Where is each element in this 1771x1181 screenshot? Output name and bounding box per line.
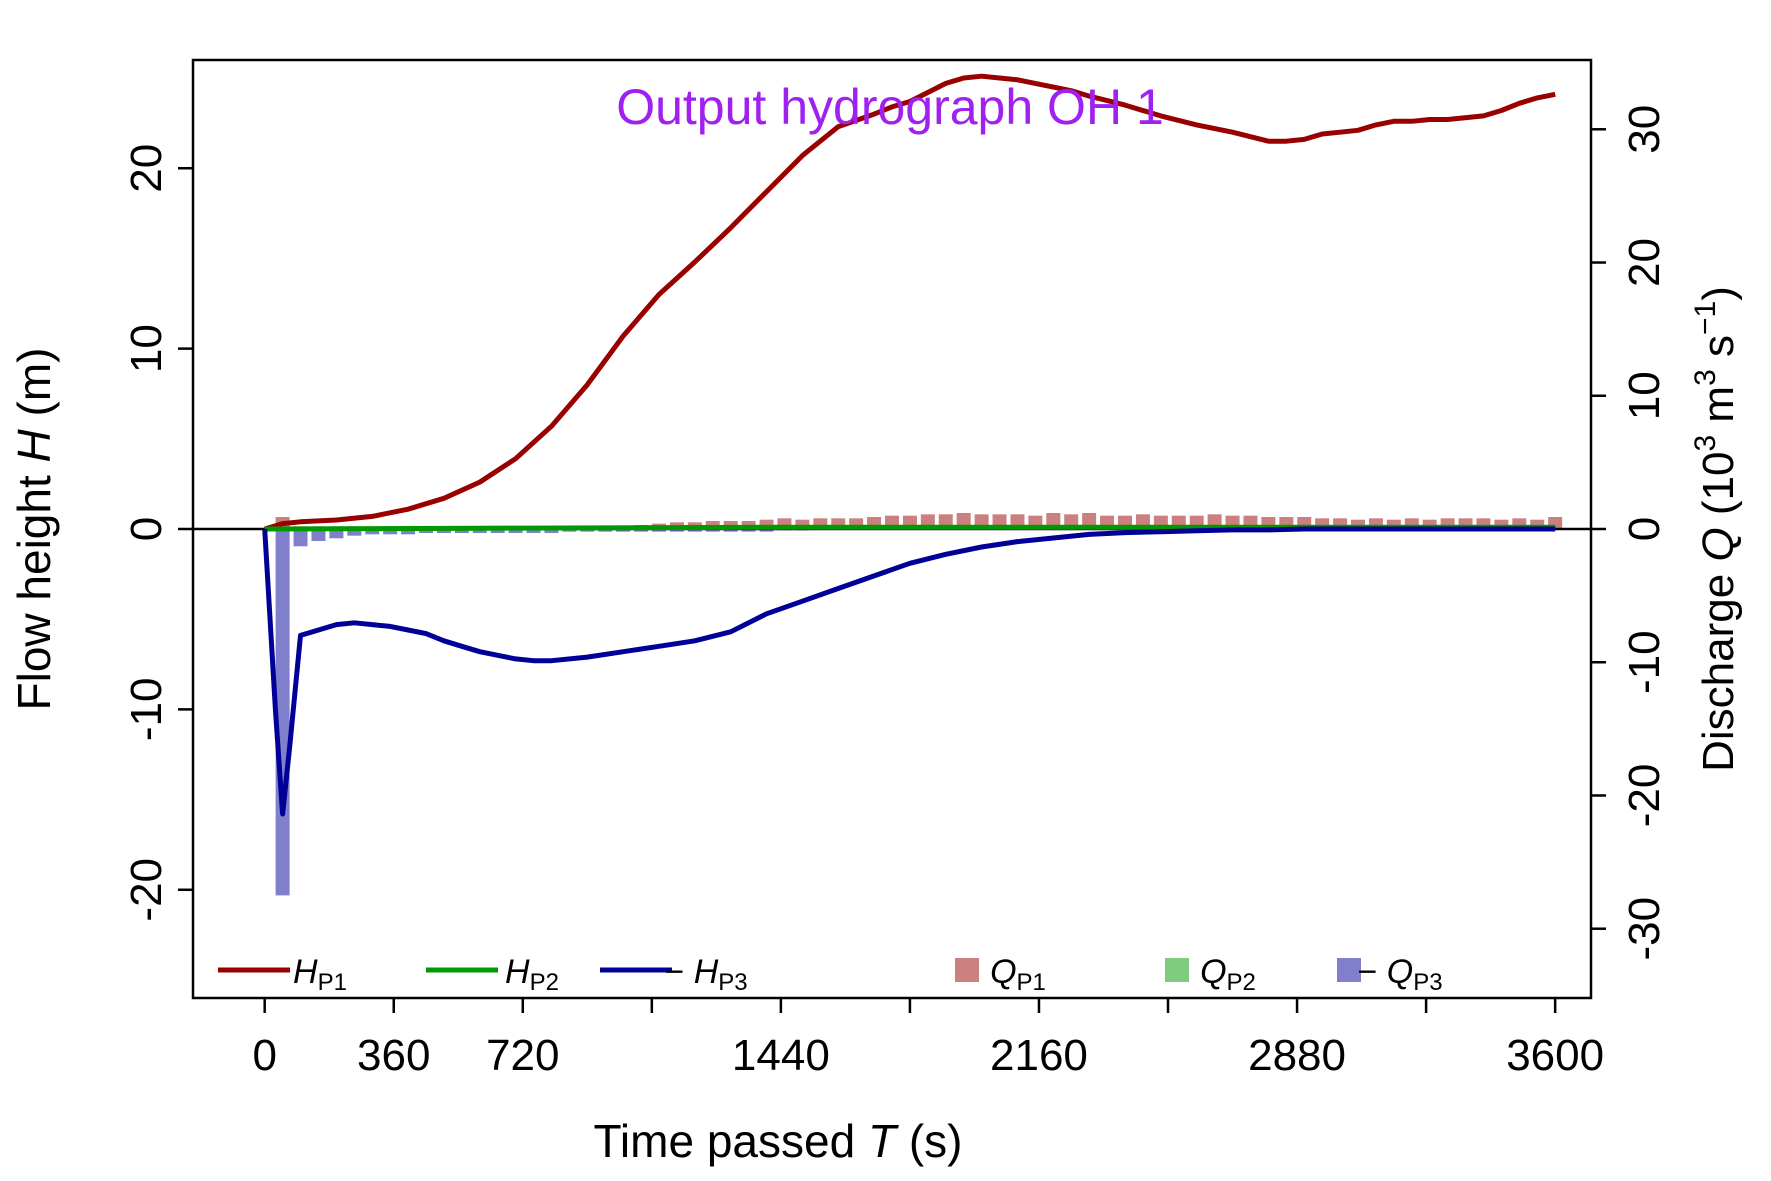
x-tick-label: 1440 [732,1031,830,1080]
bar-neg-q_p3 [616,529,631,532]
x-tick-label: 360 [357,1031,430,1080]
y2-tick-label: 20 [1620,238,1669,287]
bar-neg-q_p3 [472,529,487,533]
y2-axis-label: Discharge Q (103 m3 s−1) [1689,286,1743,772]
bar-q_p1 [1476,518,1491,529]
bar-neg-q_p3 [705,529,720,532]
y-tick-label: -10 [122,678,171,742]
y2-tick-label: -30 [1620,897,1669,961]
bar-q_p1 [1386,519,1401,529]
y-tick-label: 10 [122,324,171,373]
bar-q_p1 [1261,517,1276,529]
bar-neg-q_p3 [401,529,416,535]
y2-tick-label: 10 [1620,371,1669,420]
bar-neg-q_p3 [508,529,523,533]
bar-q_p1 [1530,519,1545,529]
x-axis-label: Time passed T (s) [594,1115,963,1167]
bar-neg-q_p3 [526,529,541,533]
bar-neg-q_p3 [741,529,756,532]
bar-neg-q_p3 [347,529,362,536]
bar-neg-q_p3 [490,529,505,533]
bar-neg-q_p3 [311,529,326,541]
y2-axis: -30 -20 -10 0 10 20 30 [1591,105,1669,961]
y2-tick-label: 0 [1620,517,1669,541]
bar-neg-q_p3 [634,529,649,532]
bar-neg-q_p3 [759,529,774,532]
bar-q_p1 [777,518,792,529]
bar-neg-q_p3 [383,529,398,535]
y-tick-label: 0 [122,517,171,541]
bar-neg-q_p3 [723,529,738,532]
bar-q_p1 [1494,519,1509,529]
chart-title: Output hydrograph OH 1 [616,79,1164,135]
y-axis-label: Flow height H (m) [8,348,60,711]
bar-neg-q_p3 [293,529,308,547]
bar-q_p1 [1512,518,1527,529]
line-h_p1 [263,73,1556,532]
legend-label: − HP3 [664,953,747,996]
bar-neg-q_p3 [669,529,684,532]
x-axis: 0 360 720 1440 2160 2880 3600 [252,998,1604,1080]
bar-q_p1 [1279,517,1294,529]
bar-neg-q_p3 [544,529,559,533]
legend-label: QP1 [990,953,1046,996]
y-axis: -20 -10 0 10 20 [122,144,193,922]
bar-q_p1 [849,518,864,529]
y2-tick-label: -20 [1620,764,1669,828]
x-tick-label: 0 [252,1031,276,1080]
legend-label: QP2 [1200,953,1256,996]
bar-q_p1 [867,517,882,529]
bar-neg-q_p3 [454,529,469,533]
x-tick-label: 3600 [1506,1031,1604,1080]
bar-neg-q_p3 [419,529,433,533]
bar-neg-q_p3 [436,529,451,533]
x-tick-label: 720 [486,1031,559,1080]
legend-bar-swatch [1165,958,1189,982]
y2-tick-label: 30 [1620,105,1669,154]
bar-q_p1 [1333,518,1348,529]
legend-label: − QP3 [1357,953,1442,996]
bar-neg-q_p3 [329,529,344,539]
bar-q_p1 [831,518,846,529]
bar-q_p1 [1404,518,1419,529]
legend-bar-swatch [955,958,979,982]
bar-neg-q_p3 [652,529,666,532]
bars-layer [275,513,1563,896]
bar-q_p1 [1351,519,1365,529]
bar-q_p1 [795,519,810,529]
x-tick-label: 2160 [990,1031,1088,1080]
legend: HP1 HP2 − HP3 QP1 QP2 − QP3 [218,953,1443,996]
bar-q_p1 [1297,517,1312,529]
bar-q_p1 [759,519,774,529]
line-neg-h_p3 [262,526,1556,817]
bar-q_p1 [813,518,828,529]
bar-q_p1 [1368,518,1383,529]
bar-q_p1 [1458,518,1473,529]
x-tick-label: 2880 [1248,1031,1346,1080]
legend-bar-swatch [1337,958,1361,982]
legend-label: HP1 [293,953,347,996]
y-tick-label: 20 [122,144,171,193]
bar-neg-q_p3 [687,529,702,532]
lines-layer [262,73,1556,817]
bar-q_p1 [1548,517,1563,529]
y-tick-label: -20 [122,858,171,922]
bar-q_p1 [1422,519,1437,529]
bar-neg-q_p3 [598,529,613,532]
bar-q_p1 [1315,518,1330,529]
bar-neg-q_p3 [365,529,380,535]
y2-tick-label: -10 [1620,630,1669,694]
legend-label: HP2 [505,953,559,996]
bar-q_p1 [1440,518,1455,529]
